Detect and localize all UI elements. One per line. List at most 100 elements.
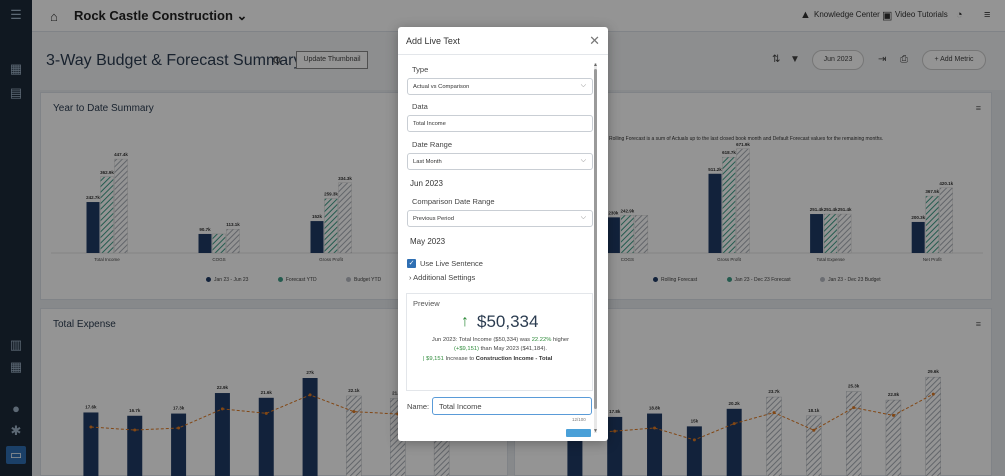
company-selector[interactable]: Rock Castle Construction ⌄ bbox=[74, 8, 248, 23]
bar bbox=[324, 198, 338, 254]
bar bbox=[100, 176, 114, 254]
data-label: 22.9k bbox=[217, 385, 229, 390]
trend-point bbox=[264, 411, 268, 415]
bar bbox=[925, 376, 941, 476]
preview-amount: $50,334 bbox=[477, 312, 539, 331]
knowledge-center-link[interactable]: Knowledge Center bbox=[814, 10, 880, 19]
trend-point bbox=[653, 426, 657, 430]
video-icon[interactable]: ▣ bbox=[882, 10, 893, 22]
chart-pie-icon[interactable]: ◔ bbox=[956, 9, 963, 21]
data-label: 15k bbox=[691, 418, 699, 423]
settings-icon[interactable]: ✱ bbox=[10, 423, 22, 438]
use-live-sentence-label[interactable]: Use Live Sentence bbox=[420, 259, 483, 268]
bar bbox=[258, 397, 274, 476]
data-label: 251.4k bbox=[824, 207, 838, 212]
chat-icon[interactable]: ▭ bbox=[6, 446, 26, 464]
name-label: Name: bbox=[407, 402, 430, 411]
data-label: 23.7k bbox=[768, 389, 780, 394]
type-select-value: Actual vs Comparison bbox=[413, 84, 470, 90]
chevron-down-icon: ⌵ bbox=[580, 82, 586, 89]
forecast-legend: Rolling Forecast Jan 23 - Dec 23 Forecas… bbox=[653, 277, 909, 283]
type-select[interactable]: Actual vs Comparison ⌵ bbox=[407, 78, 593, 95]
name-char-counter: 12/100 bbox=[572, 417, 586, 422]
category-label: Gross Profit bbox=[717, 257, 742, 262]
panel-title: Year to Date Summary bbox=[53, 103, 154, 114]
data-label: 21.4k bbox=[392, 391, 404, 396]
data-label: 447.4k bbox=[114, 152, 128, 157]
data-label: 152k bbox=[312, 214, 323, 219]
data-label: 113.1k bbox=[226, 222, 240, 227]
dashboard-icon[interactable]: ▦ bbox=[9, 61, 23, 76]
bar bbox=[939, 187, 953, 254]
category-label: Total Income bbox=[94, 257, 120, 262]
trend-point bbox=[931, 392, 935, 396]
bar bbox=[647, 413, 663, 476]
date-range-select[interactable]: Last Month ⌵ bbox=[407, 153, 593, 170]
hamburger-icon[interactable]: ≡ bbox=[984, 9, 991, 21]
panel-menu-icon[interactable]: ≡ bbox=[975, 103, 981, 113]
preview-box: Preview ↑ $50,334 Jun 2023: Total Income… bbox=[406, 293, 593, 391]
menu-icon[interactable]: ☰ bbox=[10, 7, 22, 22]
data-label: 21.6k bbox=[261, 390, 273, 395]
name-input[interactable]: Total Income bbox=[432, 397, 592, 415]
update-thumbnail-button[interactable]: Update Thumbnail bbox=[296, 51, 368, 69]
data-label: 27k bbox=[306, 370, 314, 375]
bar bbox=[127, 415, 143, 476]
document-icon[interactable]: ▥ bbox=[9, 337, 23, 352]
filter-icon[interactable]: ▼ bbox=[790, 54, 800, 65]
trend-point bbox=[772, 411, 776, 415]
top-bar: ⌂ Rock Castle Construction ⌄ ▲ Knowledge… bbox=[32, 0, 1005, 32]
additional-settings-toggle[interactable]: › Additional Settings bbox=[409, 273, 476, 282]
data-label: 251.4k bbox=[838, 207, 852, 212]
data-label: 25.3k bbox=[848, 384, 860, 389]
data-label: 29.6k bbox=[928, 369, 940, 374]
scroll-down-icon[interactable]: ▼ bbox=[593, 428, 598, 434]
data-label: 251.4k bbox=[810, 207, 824, 212]
bar bbox=[806, 415, 822, 476]
sort-icon[interactable]: ⇅ bbox=[772, 54, 781, 65]
arrow-up-icon: ↑ bbox=[461, 313, 469, 330]
users-icon[interactable]: ● bbox=[12, 401, 20, 416]
type-label: Type bbox=[412, 65, 429, 74]
data-field[interactable]: Total Income bbox=[407, 115, 593, 132]
home-icon[interactable]: ⌂ bbox=[50, 9, 58, 24]
scrollbar-thumb[interactable] bbox=[594, 69, 597, 409]
category-label: Total Expense bbox=[816, 257, 845, 262]
data-label: Data bbox=[412, 102, 428, 111]
use-live-sentence-checkbox[interactable]: ✓ bbox=[407, 259, 416, 268]
bar bbox=[837, 213, 852, 254]
legend-item: Budget YTD bbox=[346, 277, 395, 283]
report-icon[interactable]: ▤ bbox=[9, 85, 23, 100]
period-selector[interactable]: Jun 2023 bbox=[812, 50, 864, 70]
export-icon[interactable]: ⇥ bbox=[878, 54, 887, 65]
bar bbox=[338, 182, 352, 254]
bar bbox=[114, 158, 128, 254]
close-icon[interactable]: ✕ bbox=[589, 33, 600, 48]
bar bbox=[171, 413, 187, 476]
chevron-down-icon: ⌵ bbox=[580, 157, 586, 164]
gear-icon[interactable]: ⚙ bbox=[272, 55, 282, 67]
comparison-date-range-select[interactable]: Previous Period ⌵ bbox=[407, 210, 593, 227]
trend-point bbox=[692, 438, 696, 442]
bar bbox=[620, 215, 635, 254]
bar bbox=[885, 399, 902, 476]
save-button[interactable] bbox=[566, 429, 591, 437]
modal-header: Add Live Text ✕ bbox=[398, 27, 608, 55]
grid-icon[interactable]: ▦ bbox=[9, 359, 23, 374]
forecast-note: Rolling Forecast is a sum of Actuals up … bbox=[609, 136, 884, 142]
trend-point bbox=[812, 428, 816, 432]
legend-item: Jan 23 - Jun 23 bbox=[206, 277, 262, 283]
graduation-icon[interactable]: ▲ bbox=[800, 9, 811, 21]
scroll-up-icon[interactable]: ▲ bbox=[593, 62, 598, 68]
data-label: 671.9k bbox=[736, 142, 750, 147]
data-label: 362.9k bbox=[100, 170, 114, 175]
video-tutorials-link[interactable]: Video Tutorials bbox=[895, 10, 948, 19]
bar bbox=[736, 148, 750, 254]
bar bbox=[86, 202, 100, 253]
add-metric-button[interactable]: + Add Metric bbox=[922, 50, 986, 70]
category-label: COGS bbox=[212, 257, 225, 262]
panel-menu-icon[interactable]: ≡ bbox=[975, 319, 981, 329]
print-icon[interactable]: ⎙ bbox=[900, 54, 908, 65]
bar bbox=[226, 229, 240, 254]
